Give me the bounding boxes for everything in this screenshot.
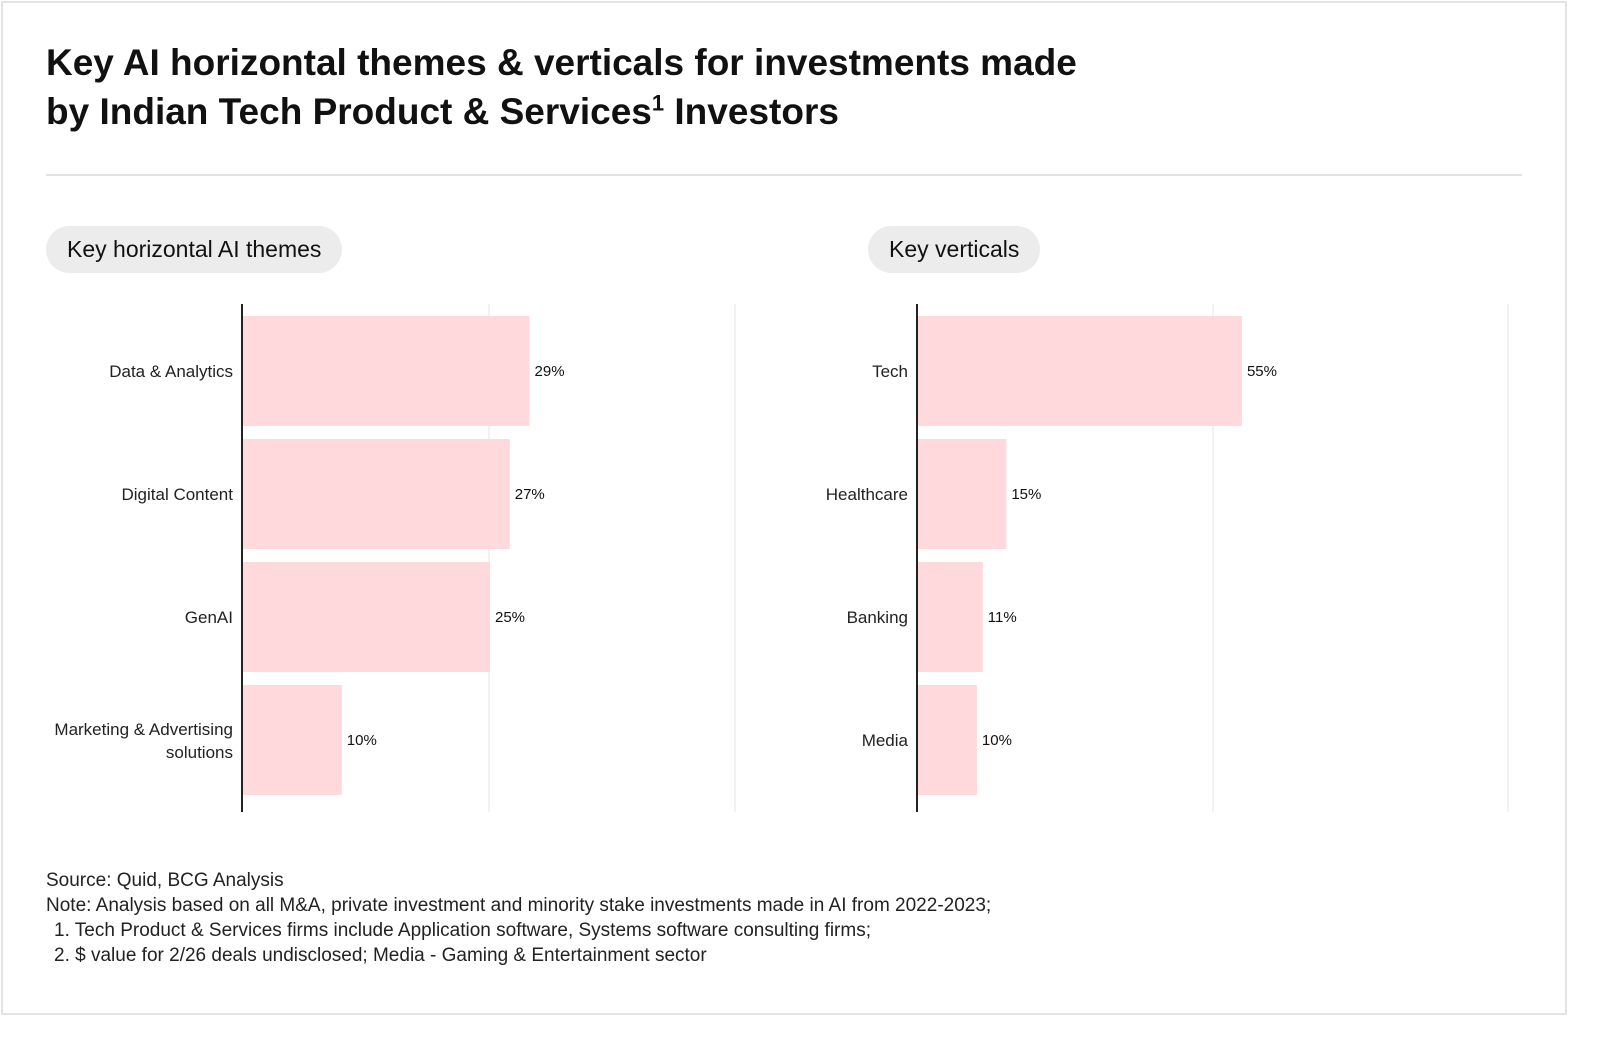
themes-bar xyxy=(243,562,490,672)
verticals-value-label: 11% xyxy=(988,609,1017,626)
footnote-marker: 1 xyxy=(651,90,665,116)
verticals-bar xyxy=(918,316,1242,426)
footnote-2: 2. $ value for 2/26 deals undisclosed; M… xyxy=(54,945,707,966)
verticals-category-label: Healthcare xyxy=(826,485,908,504)
title-line-2: by Indian Tech Product & Services1 Inves… xyxy=(46,87,1246,136)
themes-value-label: 29% xyxy=(535,363,565,380)
themes-bar xyxy=(243,316,530,426)
themes-category-label: Marketing & Advertising solutions xyxy=(54,720,233,762)
verticals-value-label: 55% xyxy=(1247,363,1277,380)
verticals-value-label: 15% xyxy=(1011,486,1041,503)
verticals-category-label: Media xyxy=(862,731,909,750)
verticals-bar xyxy=(918,439,1007,549)
title-line-2-text: by Indian Tech Product & Services xyxy=(46,91,652,132)
page-title: Key AI horizontal themes & verticals for… xyxy=(46,38,1246,136)
themes-bar xyxy=(243,685,342,795)
verticals-category-label: Banking xyxy=(847,608,908,627)
right-chart-title: Key verticals xyxy=(868,226,1041,273)
themes-category-label: Data & Analytics xyxy=(109,362,233,381)
themes-bar xyxy=(243,439,510,549)
footnote-1: 1. Tech Product & Services firms include… xyxy=(54,920,871,941)
title-line-2-end: Investors xyxy=(664,91,839,132)
title-divider xyxy=(46,174,1522,176)
verticals-bar xyxy=(918,685,977,795)
source-text: Source: Quid, BCG Analysis xyxy=(46,870,284,891)
note-text: Note: Analysis based on all M&A, private… xyxy=(46,895,992,916)
themes-category-label: Digital Content xyxy=(121,485,233,504)
verticals-value-label: 10% xyxy=(982,732,1012,749)
themes-value-label: 27% xyxy=(515,486,545,503)
themes-value-label: 25% xyxy=(495,609,525,626)
footnotes: Source: Quid, BCG Analysis Note: Analysi… xyxy=(46,868,991,968)
themes-category-label: GenAI xyxy=(185,608,233,627)
left-chart-title: Key horizontal AI themes xyxy=(46,226,343,273)
title-line-1: Key AI horizontal themes & verticals for… xyxy=(46,42,1077,83)
verticals-bar xyxy=(918,562,983,672)
verticals-category-label: Tech xyxy=(872,362,908,381)
themes-value-label: 10% xyxy=(347,732,377,749)
